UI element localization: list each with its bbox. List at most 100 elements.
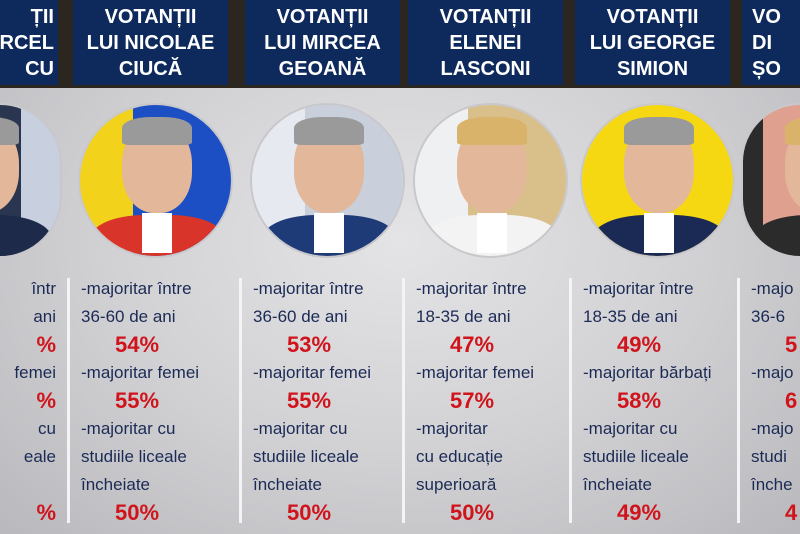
column-header: ȚII RCEL CU [0,0,58,85]
stat-label: -majo [751,419,794,438]
stats-block: -majoritar între 36-60 de ani 53% -majorita… [253,275,403,527]
stat-label: într [31,279,56,298]
stat-label [0,471,56,499]
stat-label: -majo [751,279,794,298]
candidate-photo [78,103,233,258]
header-line: GEOANĂ [278,57,367,80]
candidate-photo [741,103,800,258]
header-line: ȚII [30,5,54,28]
stat-label: 36-60 de ani [253,307,348,326]
stat-label: încheiate [81,475,150,494]
header-line: LUI NICOLAE [86,31,215,54]
stat-value: 6 [785,388,798,413]
stat-label: 36-60 de ani [81,307,176,326]
voter-profile-column: VOTANȚII LUI MIRCEA GEOANĂ -majoritar într… [239,0,405,534]
header-line: RCEL [0,31,54,54]
stat-label: -majoritar între [583,279,694,298]
stat-label: -majoritar femei [416,363,535,382]
stat-label: -majoritar femei [253,363,372,382]
header-line: LASCONI [440,57,531,80]
stat-label: studiile liceale [81,447,187,466]
stat-value: 53% [287,332,332,357]
stat-value: 58% [617,388,662,413]
stat-label: 36-6 [751,307,786,326]
candidate-photo [580,103,735,258]
stat-label: -majoritar între [416,279,527,298]
voter-profile-column: VO DI ȘO -majo 36-6 5 -majo 6 -majo studi înche 4 [737,0,800,534]
stat-value: 50% [450,500,495,525]
stat-label: înche [751,475,793,494]
stat-label: studiile liceale [253,447,359,466]
stats-block: -majoritar între 18-35 de ani 47% -majorita… [416,275,566,527]
stat-label: cu [38,419,56,438]
voter-profile-column: ȚII RCEL CU într ani% femei% cu eale% [0,0,62,534]
column-header: VO DI ȘO [742,0,800,85]
column-header: VOTANȚII LUI GEORGE SIMION [575,0,730,85]
stats-block: într ani% femei% cu eale% [0,275,56,527]
stats-block: -majo 36-6 5 -majo 6 -majo studi înche 4 [751,275,799,527]
header-line: CU [25,57,54,80]
column-divider [737,278,740,523]
header-line: VOTANȚII [439,5,532,28]
voter-profile-column: VOTANȚII LUI NICOLAE CIUCĂ -majoritar într… [67,0,233,534]
header-line: ȘO [752,57,781,80]
stat-value: 55% [287,388,332,413]
header-line: CIUCĂ [118,57,183,80]
stat-label: -majoritar [416,419,488,438]
stat-value: 49% [617,332,662,357]
voter-profile-column: VOTANȚII ELENEI LASCONI -majoritar între 18… [402,0,568,534]
header-line: DI [752,31,772,54]
stat-value: 49% [617,500,662,525]
stat-label: -majo [751,363,794,382]
column-header: VOTANȚII LUI MIRCEA GEOANĂ [245,0,400,85]
candidate-photo [0,103,62,258]
header-line: VO [752,5,781,28]
stat-label: superioară [416,475,497,494]
column-header: VOTANȚII LUI NICOLAE CIUCĂ [73,0,228,85]
column-divider [569,278,572,523]
candidate-photo [250,103,405,258]
stat-value: % [36,388,56,413]
stat-label: 18-35 de ani [583,307,678,326]
column-header: VOTANȚII ELENEI LASCONI [408,0,563,85]
header-line: VOTANȚII [104,5,197,28]
candidate-photo [413,103,568,258]
stat-label: 18-35 de ani [416,307,511,326]
header-line: LUI GEORGE [589,31,716,54]
stat-label: încheiate [583,475,652,494]
stat-label: femei [14,363,56,382]
stat-value: 54% [115,332,160,357]
stat-value: 57% [450,388,495,413]
stat-value: 55% [115,388,160,413]
stat-label: studi [751,447,787,466]
stat-value: % [36,332,56,357]
stat-value: % [36,500,56,525]
stat-label: -majoritar cu [583,419,678,438]
stats-block: -majoritar între 36-60 de ani 54% -majorita… [81,275,231,527]
stats-block: -majoritar între 18-35 de ani 49% -majorita… [583,275,733,527]
column-divider [402,278,405,523]
header-line: LUI MIRCEA [264,31,381,54]
stat-label: încheiate [253,475,322,494]
stat-label: -majoritar femei [81,363,200,382]
stat-label: -majoritar între [81,279,192,298]
voter-profile-column: VOTANȚII LUI GEORGE SIMION -majoritar într… [569,0,735,534]
stat-label: -majoritar cu [81,419,176,438]
stat-value: 47% [450,332,495,357]
column-divider [67,278,70,523]
header-line: VOTANȚII [606,5,699,28]
stat-label: -majoritar bărbați [583,363,712,382]
stat-value: 4 [785,500,798,525]
stat-value: 50% [115,500,160,525]
stat-label: -majoritar între [253,279,364,298]
stat-label: -majoritar cu [253,419,348,438]
stat-value: 5 [785,332,798,357]
stat-label: studiile liceale [583,447,689,466]
stat-value: 50% [287,500,332,525]
header-line: ELENEI [449,31,522,54]
stat-label: eale [23,447,56,466]
stat-label: cu educație [416,447,503,466]
stat-label: ani [33,307,56,326]
header-line: SIMION [616,57,689,80]
column-divider [239,278,242,523]
